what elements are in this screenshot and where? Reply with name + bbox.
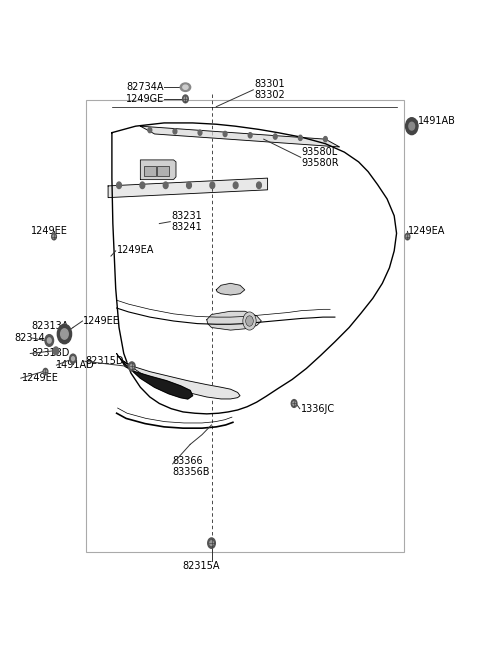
Circle shape — [248, 133, 252, 138]
Circle shape — [70, 354, 76, 364]
Polygon shape — [216, 284, 245, 295]
Circle shape — [273, 134, 277, 139]
Circle shape — [184, 97, 187, 101]
Text: 93580L: 93580L — [301, 147, 338, 157]
Polygon shape — [140, 160, 176, 179]
Circle shape — [324, 136, 327, 141]
Circle shape — [198, 130, 202, 136]
Circle shape — [173, 129, 177, 134]
Polygon shape — [108, 178, 267, 198]
Bar — [157, 166, 169, 176]
Circle shape — [210, 541, 213, 546]
Circle shape — [293, 402, 295, 405]
Text: 1249EA: 1249EA — [408, 227, 446, 236]
Text: 82314: 82314 — [14, 333, 46, 343]
Circle shape — [182, 95, 188, 103]
Circle shape — [72, 357, 74, 361]
Circle shape — [246, 316, 253, 326]
Polygon shape — [207, 311, 261, 330]
Polygon shape — [140, 126, 340, 147]
Text: 83302: 83302 — [254, 90, 285, 100]
Circle shape — [57, 324, 72, 344]
Text: 82734A: 82734A — [127, 83, 164, 92]
Circle shape — [131, 364, 133, 369]
Circle shape — [405, 233, 410, 240]
Text: 82315D: 82315D — [86, 356, 124, 366]
Circle shape — [45, 335, 54, 346]
Circle shape — [406, 118, 418, 135]
Circle shape — [53, 235, 55, 238]
Text: 1249EA: 1249EA — [117, 244, 154, 255]
Text: 83366: 83366 — [173, 456, 203, 466]
Polygon shape — [120, 359, 192, 399]
Text: 82318D: 82318D — [31, 348, 70, 358]
Circle shape — [140, 182, 144, 189]
Circle shape — [409, 122, 415, 130]
Circle shape — [148, 128, 152, 133]
Text: 1336JC: 1336JC — [301, 403, 335, 414]
Circle shape — [48, 338, 51, 343]
Text: 1249EE: 1249EE — [22, 373, 59, 383]
Circle shape — [163, 182, 168, 189]
Circle shape — [299, 136, 302, 140]
Circle shape — [208, 538, 216, 548]
Text: 1249EE: 1249EE — [31, 227, 68, 236]
Text: 83356B: 83356B — [173, 466, 210, 477]
Circle shape — [53, 347, 59, 355]
Text: 83231: 83231 — [171, 211, 202, 221]
Circle shape — [210, 182, 215, 189]
Text: 83301: 83301 — [254, 79, 285, 89]
Bar — [86, 100, 404, 552]
Circle shape — [291, 400, 297, 407]
Text: 1249GE: 1249GE — [126, 94, 164, 104]
Circle shape — [52, 233, 56, 240]
Text: 1491AB: 1491AB — [418, 116, 456, 126]
Circle shape — [45, 370, 47, 373]
Text: 1491AD: 1491AD — [56, 360, 95, 370]
Text: 82315A: 82315A — [182, 561, 220, 572]
Text: 93580R: 93580R — [301, 159, 339, 168]
Circle shape — [233, 182, 238, 189]
Ellipse shape — [183, 85, 188, 89]
Circle shape — [243, 312, 256, 330]
Circle shape — [60, 329, 68, 339]
Circle shape — [223, 132, 227, 136]
Text: 82313A: 82313A — [31, 321, 69, 331]
Polygon shape — [117, 354, 240, 399]
Circle shape — [257, 182, 261, 189]
Circle shape — [407, 235, 408, 238]
Circle shape — [187, 182, 192, 189]
Circle shape — [129, 362, 135, 371]
Ellipse shape — [180, 83, 191, 92]
Text: 1249EE: 1249EE — [84, 316, 120, 326]
Circle shape — [43, 368, 48, 375]
Bar — [144, 166, 156, 176]
Circle shape — [117, 182, 121, 189]
Text: 83241: 83241 — [171, 222, 202, 232]
